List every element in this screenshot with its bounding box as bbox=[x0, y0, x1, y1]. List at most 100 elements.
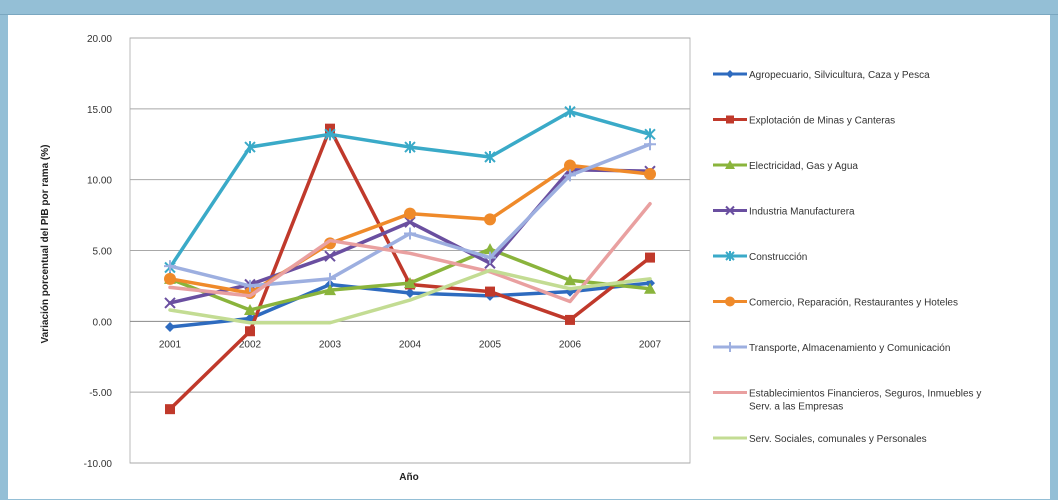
series-7 bbox=[164, 138, 656, 292]
x-tick-label: 2003 bbox=[319, 339, 342, 350]
legend-label: Establecimientos Financieros, Seguros, I… bbox=[749, 389, 981, 413]
x-tick-label: 2004 bbox=[399, 339, 422, 350]
y-tick-label: -5.00 bbox=[89, 388, 112, 399]
series-3 bbox=[164, 243, 656, 315]
data-point bbox=[324, 250, 336, 262]
data-point bbox=[404, 277, 416, 289]
data-point bbox=[164, 272, 176, 285]
data-point bbox=[245, 326, 255, 337]
data-point bbox=[569, 300, 572, 303]
data-point bbox=[249, 294, 252, 297]
data-point bbox=[726, 70, 734, 78]
data-point bbox=[404, 141, 416, 154]
data-point bbox=[324, 272, 336, 285]
series-9 bbox=[168, 268, 652, 325]
legend-item-5: Construcción bbox=[713, 251, 807, 263]
legend-label: Agropecuario, Silvicultura, Caza y Pesca bbox=[749, 70, 930, 81]
series-5 bbox=[164, 105, 656, 274]
y-tick-label: 20.00 bbox=[87, 34, 112, 45]
data-point bbox=[244, 304, 256, 315]
y-axis-ticks: 20.00 15.00 10.00 5.00 0.00 -5.00 -10.00 bbox=[84, 34, 113, 470]
legend-label-line: Establecimientos Financieros, Seguros, I… bbox=[749, 389, 981, 400]
data-point bbox=[484, 243, 496, 255]
legend-item-4: Industria Manufacturera bbox=[713, 205, 855, 218]
data-point bbox=[409, 299, 412, 302]
data-point bbox=[404, 207, 416, 220]
y-tick-label: -10.00 bbox=[84, 459, 113, 470]
x-tick-label: 2001 bbox=[159, 339, 182, 350]
x-tick-label: 2005 bbox=[479, 339, 502, 350]
data-point bbox=[564, 274, 576, 286]
data-point bbox=[329, 321, 332, 324]
series-6 bbox=[164, 159, 656, 299]
data-point bbox=[404, 216, 416, 228]
series-line bbox=[168, 268, 652, 325]
data-point bbox=[564, 105, 576, 118]
data-point bbox=[164, 297, 176, 309]
data-point bbox=[169, 286, 172, 289]
data-point bbox=[489, 269, 492, 272]
legend-label: Industria Manufacturera bbox=[749, 207, 855, 218]
x-tick-label: 2007 bbox=[639, 339, 662, 350]
legend-item-8: Establecimientos Financieros, Seguros, I… bbox=[713, 389, 981, 413]
legend-label: Serv. Sociales, comunales y Personales bbox=[749, 434, 927, 445]
data-point bbox=[649, 277, 652, 280]
legend-label-line: Serv. a las Empresas bbox=[749, 402, 843, 413]
data-point bbox=[165, 404, 175, 415]
data-point bbox=[569, 287, 572, 290]
data-point bbox=[725, 205, 735, 216]
data-point bbox=[725, 251, 735, 261]
data-point bbox=[324, 284, 336, 296]
series-line bbox=[168, 202, 652, 304]
legend-item-1: Agropecuario, Silvicultura, Caza y Pesca bbox=[713, 70, 930, 81]
data-point bbox=[169, 309, 172, 312]
y-axis-title: Variación porcentual del PIB por rama (%… bbox=[40, 145, 51, 344]
data-point bbox=[484, 213, 496, 226]
data-point bbox=[644, 282, 656, 294]
series-8 bbox=[168, 202, 652, 304]
data-point bbox=[729, 391, 732, 394]
data-point bbox=[644, 138, 656, 151]
data-point bbox=[244, 279, 256, 292]
data-point bbox=[649, 202, 652, 205]
legend: Agropecuario, Silvicultura, Caza y Pesca… bbox=[713, 70, 981, 445]
legend-item-7: Transporte, Almacenamiento y Comunicació… bbox=[713, 342, 950, 354]
frame-divider bbox=[0, 14, 1058, 15]
series-line bbox=[168, 109, 652, 270]
x-tick-label: 2006 bbox=[559, 339, 582, 350]
y-tick-label: 5.00 bbox=[93, 247, 113, 258]
legend-item-6: Comercio, Reparación, Restaurantes y Hot… bbox=[713, 296, 958, 309]
data-point bbox=[645, 252, 655, 263]
gridlines bbox=[129, 37, 691, 464]
y-tick-label: 10.00 bbox=[87, 176, 112, 187]
data-point bbox=[565, 314, 575, 325]
data-point bbox=[244, 141, 256, 154]
data-point bbox=[725, 160, 735, 169]
legend-label: Construcción bbox=[749, 252, 807, 263]
data-point bbox=[564, 159, 576, 172]
data-point bbox=[164, 260, 176, 273]
data-point bbox=[725, 342, 735, 352]
legend-item-2: Explotación de Minas y Canteras bbox=[713, 115, 895, 127]
legend-label: Explotación de Minas y Canteras bbox=[749, 116, 895, 127]
data-point bbox=[644, 168, 656, 180]
x-axis-ticks: 2001 2002 2003 2004 2005 2006 2007 bbox=[159, 339, 662, 350]
series-lines bbox=[164, 105, 656, 415]
legend-item-3: Electricidad, Gas y Agua bbox=[713, 160, 858, 172]
data-point bbox=[404, 227, 416, 240]
legend-item-9: Serv. Sociales, comunales y Personales bbox=[713, 434, 927, 445]
data-point bbox=[729, 437, 732, 440]
data-point bbox=[324, 128, 336, 141]
data-point bbox=[725, 296, 735, 307]
data-point bbox=[484, 151, 496, 163]
y-tick-label: 0.00 bbox=[93, 317, 113, 328]
data-point bbox=[329, 239, 332, 242]
data-point bbox=[405, 288, 415, 298]
data-point bbox=[564, 169, 576, 182]
data-point bbox=[485, 286, 495, 297]
legend-label: Comercio, Reparación, Restaurantes y Hot… bbox=[749, 298, 958, 309]
data-point bbox=[165, 322, 175, 332]
x-tick-label: 2002 bbox=[239, 339, 262, 350]
data-point bbox=[409, 252, 412, 255]
